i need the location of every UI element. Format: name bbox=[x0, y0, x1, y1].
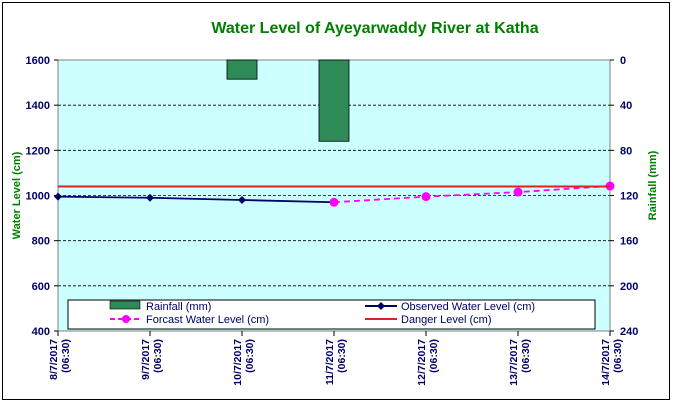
y-tick-label: 1200 bbox=[26, 145, 50, 157]
series-line bbox=[333, 185, 611, 204]
series-line bbox=[57, 195, 335, 204]
y2-tick-label: 40 bbox=[620, 100, 632, 112]
y-tick-label: 400 bbox=[32, 326, 50, 338]
y-tick-label: 1000 bbox=[26, 191, 50, 203]
forecast-point bbox=[421, 192, 431, 202]
y2-tick-label: 200 bbox=[620, 281, 638, 293]
y-tick-label: 1600 bbox=[26, 55, 50, 67]
y2-tick-label: 80 bbox=[620, 145, 632, 157]
rainfall-bar bbox=[318, 59, 350, 142]
x-tick-label: 10/7/2017(06:30) bbox=[232, 339, 256, 386]
legend-label: Forcast Water Level (cm) bbox=[146, 314, 269, 326]
y2-axis-label: Rainfall (mm) bbox=[647, 150, 659, 220]
legend-swatch-rainfall bbox=[109, 300, 141, 310]
observed-point bbox=[146, 193, 154, 202]
chart-border bbox=[2, 2, 670, 400]
legend-marker bbox=[122, 315, 130, 323]
y-tick-label: 600 bbox=[32, 281, 50, 293]
legend-box bbox=[67, 299, 596, 330]
x-tick-label: 9/7/2017(06:30) bbox=[140, 339, 164, 380]
y2-tick-label: 0 bbox=[620, 55, 626, 67]
y2-tick-label: 120 bbox=[620, 191, 638, 203]
rainfall-bar bbox=[226, 59, 258, 80]
forecast-point bbox=[513, 187, 523, 197]
y-tick-label: 1400 bbox=[26, 100, 50, 112]
forecast-point bbox=[329, 197, 339, 207]
y2-tick-label: 160 bbox=[620, 236, 638, 248]
legend-label: Rainfall (mm) bbox=[146, 301, 211, 313]
x-tick-label: 11/7/2017(06:30) bbox=[324, 339, 348, 385]
chart-title: Water Level of Ayeyarwaddy River at Kath… bbox=[211, 20, 538, 37]
y-axis-label: Water Level (cm) bbox=[11, 151, 23, 239]
y-tick-label: 800 bbox=[32, 236, 50, 248]
x-tick-label: 13/7/2017(06:30) bbox=[508, 339, 532, 386]
legend-label: Observed Water Level (cm) bbox=[401, 301, 535, 313]
legend-marker bbox=[377, 302, 385, 310]
x-tick-label: 8/7/2017(06:30) bbox=[48, 339, 72, 380]
y2-tick-label: 240 bbox=[620, 326, 638, 338]
legend-label: Danger Level (cm) bbox=[401, 314, 491, 326]
x-tick-label: 12/7/2017(06:30) bbox=[416, 339, 440, 386]
x-tick-label: 14/7/2017(06:30) bbox=[600, 339, 624, 386]
observed-point bbox=[54, 192, 62, 201]
observed-point bbox=[238, 196, 246, 205]
